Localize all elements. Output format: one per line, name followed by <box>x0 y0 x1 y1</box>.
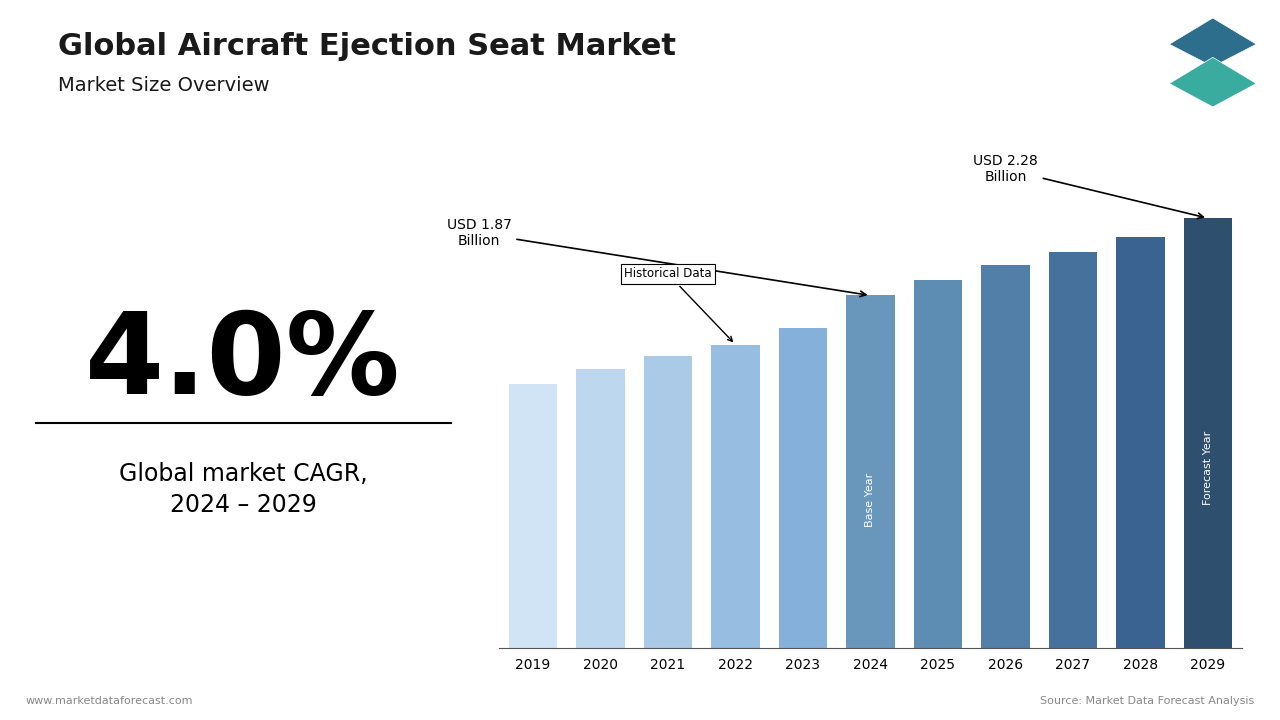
Text: Market Size Overview: Market Size Overview <box>58 76 269 94</box>
Bar <box>644 356 692 648</box>
Text: USD 2.28
Billion: USD 2.28 Billion <box>973 154 1203 218</box>
Text: www.marketdataforecast.com: www.marketdataforecast.com <box>26 696 193 706</box>
Polygon shape <box>1170 18 1257 67</box>
Polygon shape <box>1170 58 1257 107</box>
Bar <box>1184 218 1233 648</box>
Bar <box>508 384 557 648</box>
Bar <box>712 344 760 648</box>
Text: Forecast Year: Forecast Year <box>1203 431 1213 505</box>
Text: Historical Data: Historical Data <box>625 267 732 341</box>
Text: 4.0%: 4.0% <box>86 307 401 418</box>
Text: Base Year: Base Year <box>865 473 876 527</box>
Bar <box>1116 237 1165 648</box>
Bar <box>980 266 1029 648</box>
Bar <box>1048 252 1097 648</box>
Bar <box>846 295 895 648</box>
Text: Global market CAGR,
2024 – 2029: Global market CAGR, 2024 – 2029 <box>119 462 367 518</box>
Text: USD 1.87
Billion: USD 1.87 Billion <box>447 218 865 297</box>
Bar <box>778 328 827 648</box>
Bar <box>576 369 625 648</box>
Text: Global Aircraft Ejection Seat Market: Global Aircraft Ejection Seat Market <box>58 32 676 61</box>
Text: Source: Market Data Forecast Analysis: Source: Market Data Forecast Analysis <box>1041 696 1254 706</box>
Bar <box>914 280 963 648</box>
